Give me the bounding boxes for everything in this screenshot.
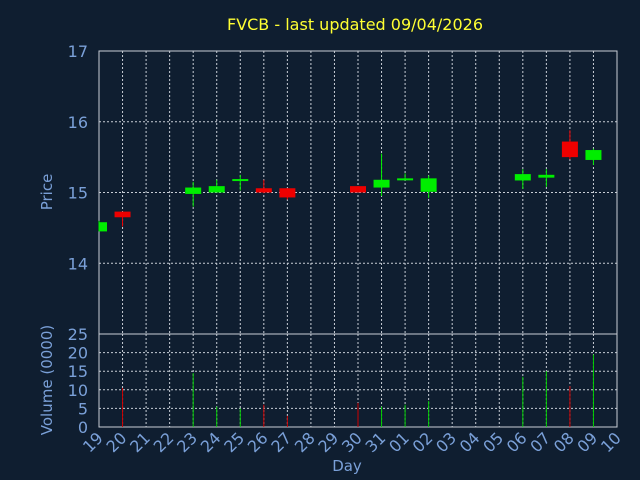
x-ticks: 1920212223242526272829303101020304050607… [79,428,625,456]
price-y-tick-label: 14 [68,254,88,273]
volume-y-tick-label: 5 [78,399,88,418]
candle-body [585,150,602,160]
candle-body [208,186,225,193]
candle-body [185,187,202,194]
candle-30 [350,186,366,193]
candle-27 [279,188,296,200]
volume-y-tick-label: 10 [68,381,88,400]
volume-bars [122,354,594,427]
candle-08 [561,130,578,160]
price-y-tick-label: 17 [68,42,88,61]
candle-26 [255,179,272,194]
candle-body [114,211,131,218]
price-y-tick-label: 16 [68,113,88,132]
price-axis-label: Price [38,174,56,211]
candle-07 [538,169,555,187]
candle-24 [208,179,225,193]
candle-body [538,174,555,178]
volume-y-tick-label: 0 [78,418,88,437]
candle-23 [185,181,202,207]
candle-19 [98,220,107,232]
volume-y-tick-label: 15 [68,362,88,381]
candle-body [514,174,531,181]
candle-01 [397,173,414,181]
x-axis-label: Day [332,457,362,475]
candles [98,130,602,232]
volume-y-tick-label: 25 [68,325,88,344]
volume-axis-label: Volume (0000) [38,325,56,435]
candle-06 [514,169,531,189]
candle-body [420,178,437,192]
candle-body [279,188,296,198]
price-y-ticks: 14 15 16 17 [68,42,88,273]
candle-25 [232,174,249,191]
price-y-tick-label: 15 [68,184,88,203]
candle-20 [114,211,131,227]
volume-y-tick-label: 20 [68,344,88,363]
candle-body [99,222,107,232]
candle-body [397,178,414,181]
candle-02 [420,175,437,199]
candle-body [255,188,272,193]
candle-body [561,141,578,158]
x-tick-label: 10 [597,428,625,456]
candle-31 [373,153,390,197]
candle-body [373,179,390,188]
candle-body [350,186,366,193]
candle-09 [585,148,602,165]
chart-title: FVCB - last updated 09/04/2026 [227,15,483,34]
candle-body [232,179,249,182]
